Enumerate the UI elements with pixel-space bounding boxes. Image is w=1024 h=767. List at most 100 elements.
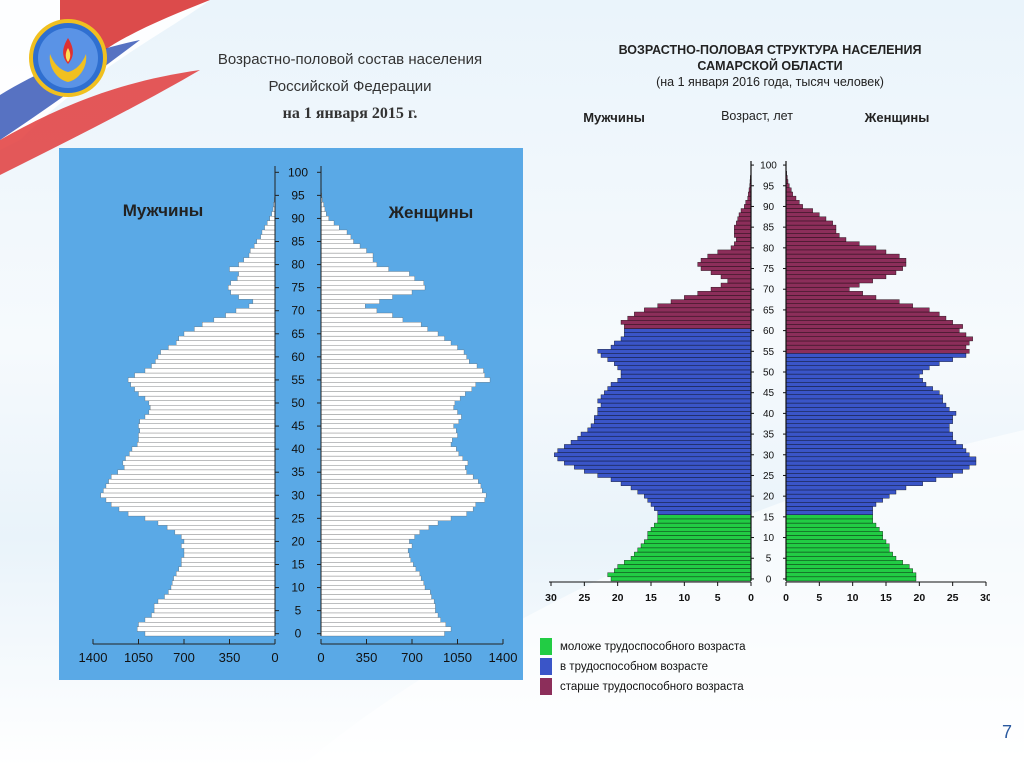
- bar-female-age-91: [320, 211, 327, 217]
- age-tick-label: 25: [291, 511, 305, 525]
- bar-female-age-58: [320, 363, 478, 369]
- bar-female-age-76: [320, 280, 424, 286]
- bar-male-age-62: [168, 345, 276, 351]
- age-tick-label: 80: [763, 243, 775, 254]
- bar-male-age-85: [256, 239, 276, 244]
- bar-male-age-10: [647, 535, 752, 540]
- bar-male-age-73: [720, 274, 752, 280]
- x-tick-label-female: 5: [816, 592, 822, 604]
- bar-male-age-42: [138, 437, 276, 443]
- bar-male-age-43: [597, 398, 752, 404]
- bar-male-age-57: [614, 340, 752, 346]
- bar-female-age-33: [320, 478, 479, 484]
- bar-female-age-27: [785, 464, 970, 470]
- bar-female-age-37: [320, 460, 469, 466]
- bar-female-age-65: [785, 307, 930, 313]
- bar-female-age-89: [785, 208, 813, 213]
- bar-male-age-9: [644, 539, 752, 544]
- age-tick-label: 85: [291, 235, 305, 249]
- bar-male-age-23: [620, 481, 752, 486]
- bar-male-age-64: [178, 335, 276, 341]
- bar-female-age-84: [320, 243, 361, 249]
- bar-male-age-53: [134, 386, 276, 392]
- bar-female-age-13: [320, 571, 420, 577]
- bar-male-age-21: [637, 489, 752, 495]
- x-tick-label-male: 30: [545, 592, 557, 604]
- bar-female-age-9: [785, 539, 887, 544]
- bar-female-age-69: [785, 291, 863, 296]
- bar-female-age-42: [320, 437, 453, 443]
- bar-female-age-43: [785, 398, 943, 404]
- page-number: 7: [1001, 722, 1012, 742]
- bar-male-age-12: [650, 527, 752, 532]
- bar-male-age-86: [736, 220, 752, 226]
- bar-female-age-54: [785, 353, 967, 358]
- samara-population-pyramid: 0510152025303540455055606570758085909510…: [540, 109, 990, 695]
- right-chart-title: ВОЗРАСТНО-ПОЛОВАЯ СТРУКТУРА НАСЕЛЕНИЯ СА…: [560, 42, 980, 90]
- bar-male-age-0: [610, 576, 752, 582]
- bar-female-age-65: [320, 331, 439, 337]
- bar-female-age-78: [320, 271, 410, 277]
- bar-female-age-60: [785, 328, 960, 333]
- bar-male-age-68: [213, 317, 276, 323]
- bar-male-age-46: [139, 418, 276, 424]
- bar-female-age-90: [785, 204, 803, 209]
- bar-female-age-68: [320, 317, 404, 323]
- bar-male-age-7: [637, 547, 752, 553]
- bar-male-age-77: [700, 258, 752, 263]
- bar-male-age-47: [610, 382, 752, 387]
- bar-male-age-70: [710, 286, 752, 292]
- bar-female-age-1: [320, 626, 452, 632]
- bar-female-age-10: [785, 535, 883, 540]
- x-tick-label-female: 30: [980, 592, 990, 604]
- bar-male-age-56: [610, 344, 752, 350]
- age-tick-label: 75: [763, 264, 775, 275]
- bar-male-age-65: [183, 331, 276, 337]
- bar-female-age-70: [320, 308, 378, 314]
- bar-female-age-3: [320, 617, 441, 623]
- bar-male-age-61: [624, 324, 752, 329]
- bar-male-age-72: [727, 278, 752, 284]
- bar-female-age-59: [785, 332, 967, 337]
- bar-male-age-20: [644, 493, 752, 499]
- bar-female-age-77: [785, 258, 907, 263]
- bar-male-age-71: [248, 303, 276, 309]
- bar-female-age-28: [785, 460, 977, 466]
- bar-female-age-82: [785, 237, 847, 242]
- bar-male-age-53: [607, 357, 752, 362]
- bar-female-age-73: [320, 294, 393, 300]
- bar-female-age-71: [320, 303, 366, 309]
- bar-female-age-63: [320, 340, 452, 346]
- bar-male-age-40: [131, 446, 276, 452]
- bar-female-age-7: [320, 598, 435, 604]
- age-tick-label: 95: [291, 188, 305, 202]
- bar-female-age-29: [785, 456, 977, 462]
- bar-male-age-4: [151, 612, 276, 618]
- left-title-line1: Возрастно-половой состав населения: [217, 51, 483, 68]
- bar-male-age-45: [138, 423, 276, 429]
- bar-female-age-79: [320, 266, 389, 272]
- bar-female-age-66: [320, 326, 428, 332]
- bar-female-age-14: [785, 518, 873, 524]
- bar-male-age-78: [707, 253, 752, 259]
- bar-male-age-4: [624, 560, 752, 565]
- bar-female-age-64: [785, 311, 940, 317]
- bar-female-age-57: [785, 340, 970, 346]
- bar-male-age-43: [138, 432, 276, 438]
- bar-female-age-70: [785, 286, 850, 292]
- left-title-line2: Российской Федерации: [268, 78, 432, 95]
- bar-male-age-6: [634, 551, 752, 557]
- bar-male-age-74: [230, 289, 276, 295]
- bar-male-age-73: [238, 294, 276, 300]
- bar-male-age-57: [144, 368, 276, 374]
- bar-female-age-13: [785, 522, 877, 528]
- age-tick-label: 20: [291, 534, 305, 548]
- age-tick-label: 60: [291, 350, 305, 364]
- age-tick-label: 45: [763, 388, 775, 399]
- bar-male-age-67: [670, 299, 752, 304]
- age-tick-label: 35: [291, 465, 305, 479]
- age-tick-label: 25: [763, 471, 775, 482]
- bar-female-age-77: [320, 275, 415, 281]
- bar-male-age-39: [129, 451, 276, 457]
- x-tick-label-male: 1400: [79, 650, 108, 665]
